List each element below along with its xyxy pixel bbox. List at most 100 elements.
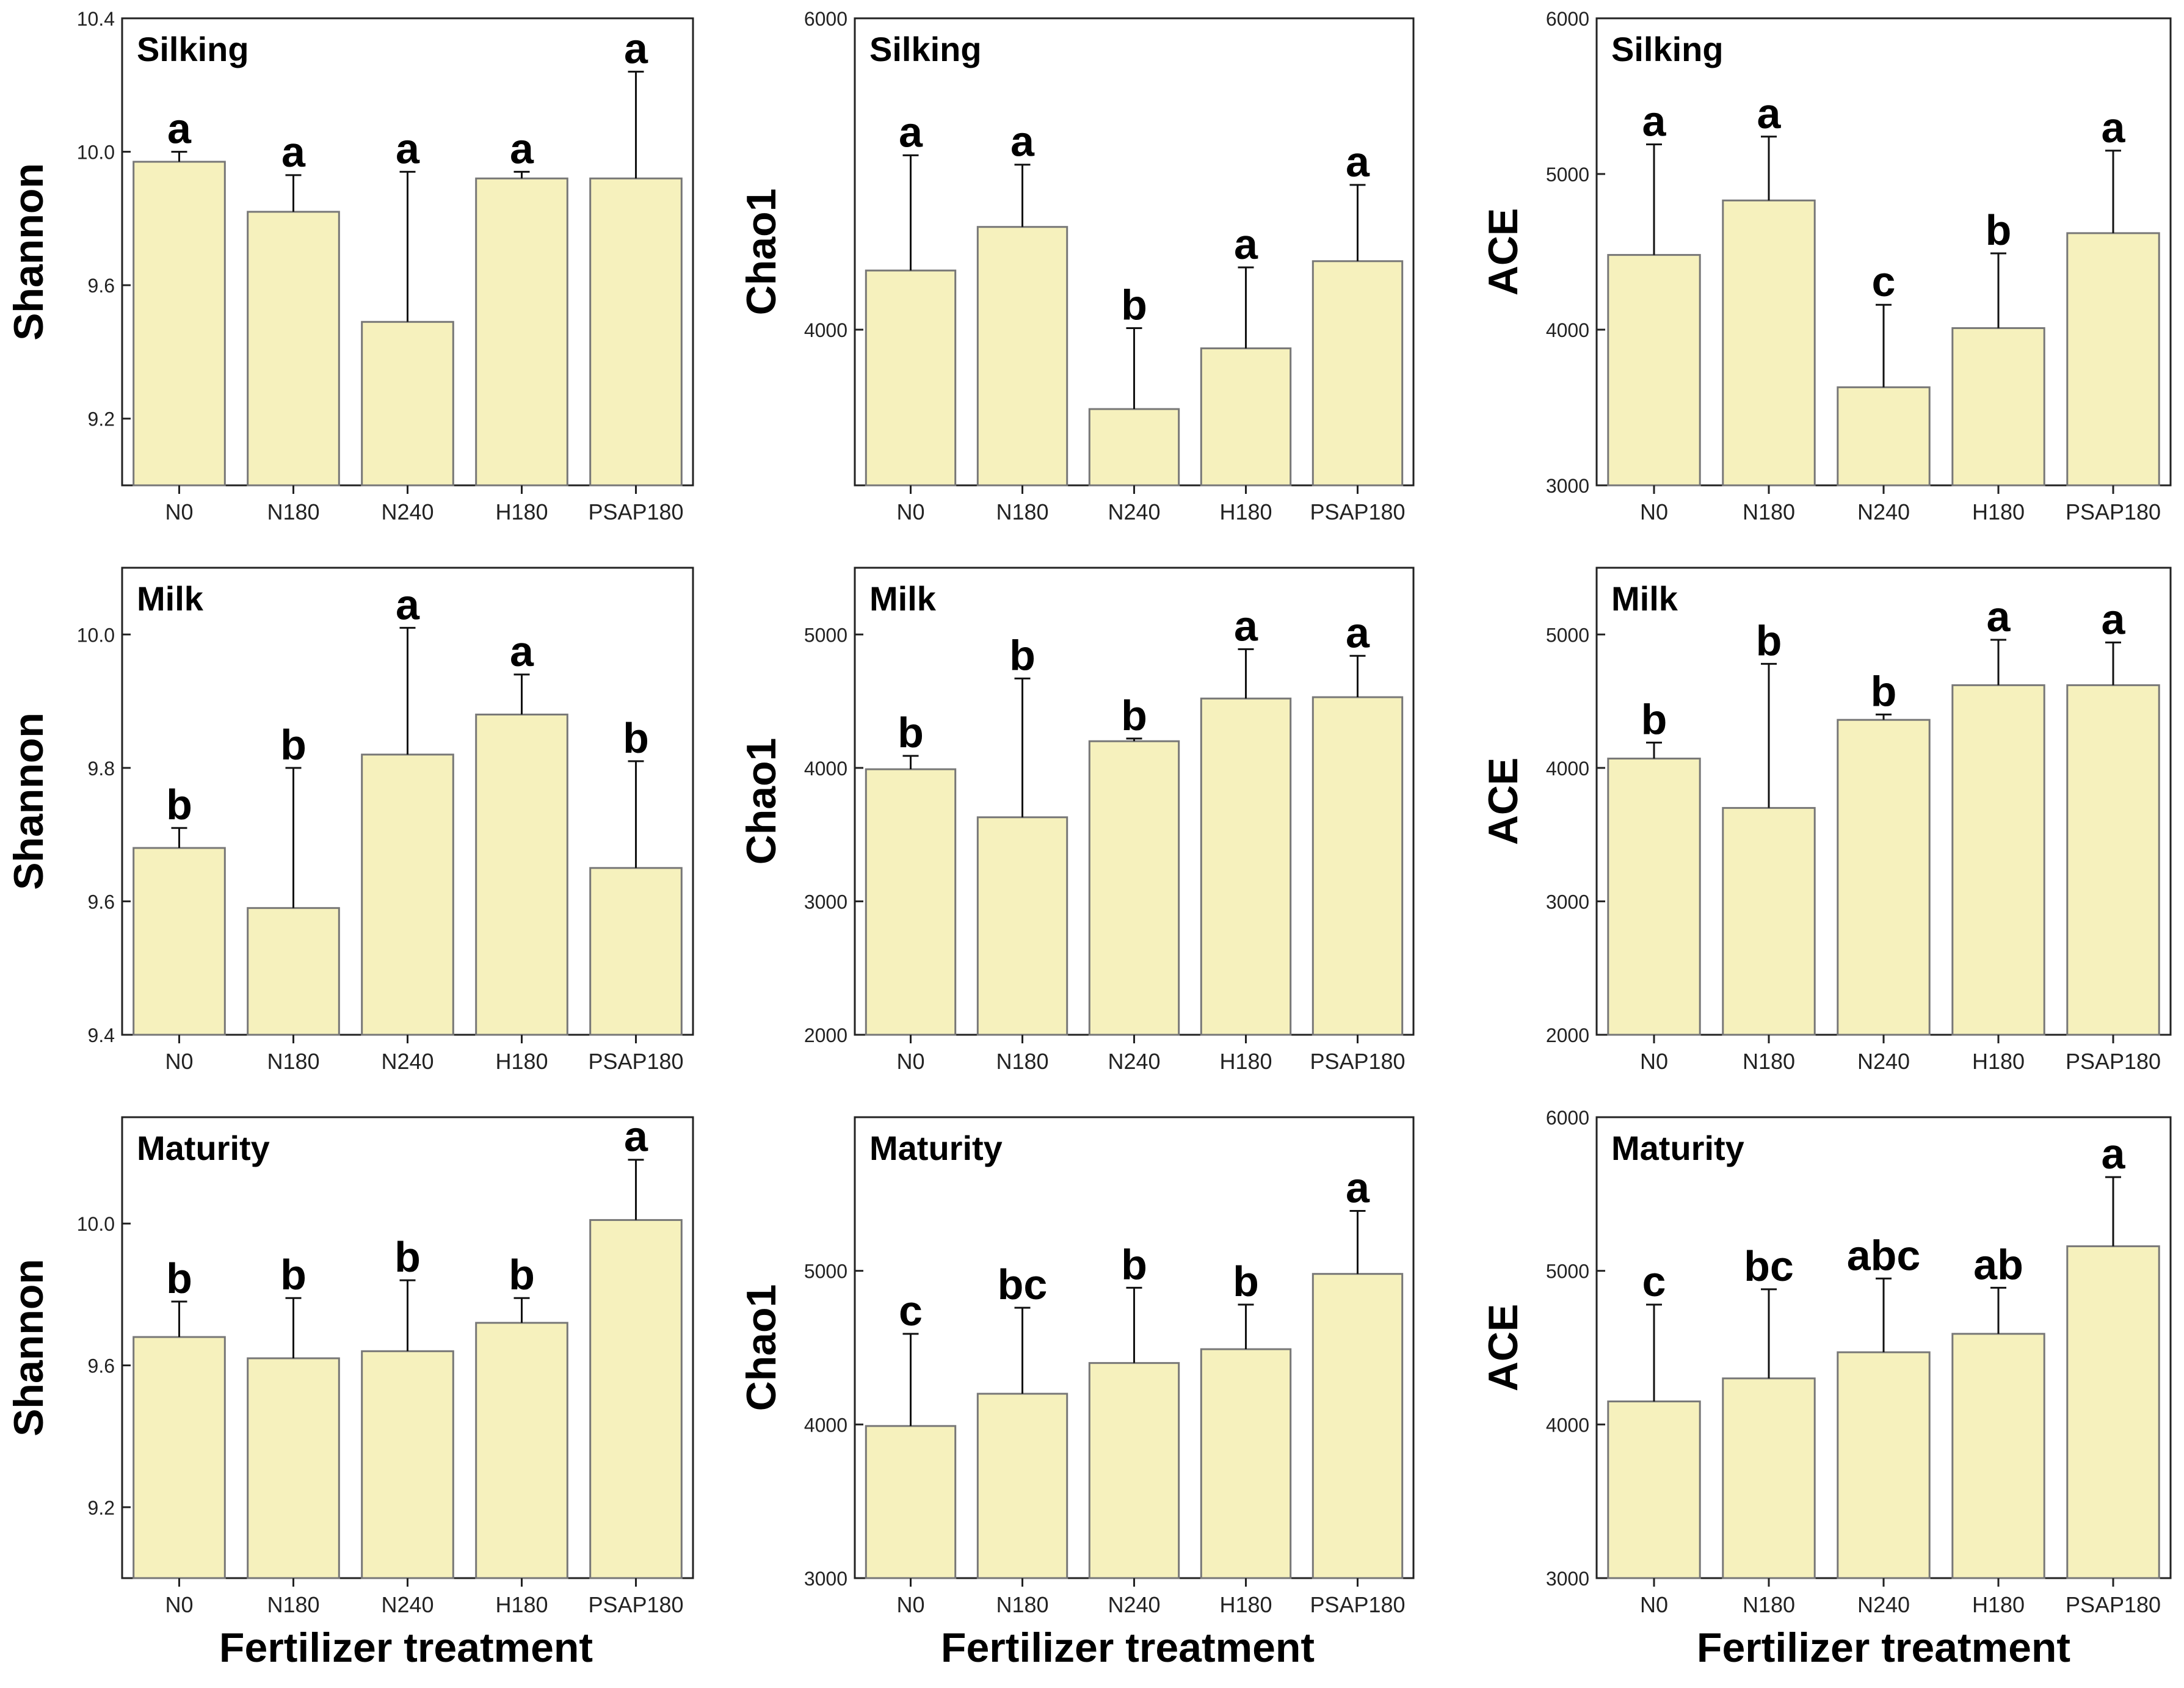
chart-2-bar: [1200, 347, 1292, 487]
chart-9-x-tick-label: H180: [1972, 1592, 2025, 1617]
chart-1-y-tick-label: 9.2: [88, 408, 115, 430]
chart-1-bar: [589, 177, 683, 487]
chart-4-y-tick-label: 9.4: [88, 1024, 115, 1046]
chart-8-significance-letter: b: [1233, 1258, 1259, 1305]
chart-9-bar: [1722, 1377, 1816, 1579]
chart-7-y-tick-label: 9.6: [88, 1355, 115, 1377]
chart-9-bar: [1951, 1333, 2045, 1579]
chart-3-significance-letter: c: [1872, 258, 1896, 305]
chart-4-x-tick-label: N180: [267, 1049, 319, 1074]
chart-7-significance-letter: b: [166, 1255, 192, 1302]
chart-5-bar: [1311, 696, 1404, 1036]
chart-1-y-tick-label: 10.0: [77, 142, 115, 164]
chart-6-x-tick-label: H180: [1972, 1049, 2025, 1074]
chart-5-bar: [976, 816, 1068, 1036]
chart-4-bar: [475, 713, 568, 1036]
chart-6-x-tick-label: N240: [1857, 1049, 1910, 1074]
chart-3-y-tick-label: 6000: [1546, 8, 1589, 30]
chart-8-x-tick-label: N0: [896, 1592, 924, 1617]
chart-8-y-tick-label: 5000: [804, 1261, 847, 1283]
chart-1-x-tick-label: H180: [495, 499, 548, 524]
chart-3-y-axis-title: ACE: [1480, 208, 1526, 296]
chart-7-x-tick-label: N0: [165, 1592, 193, 1617]
chart-9-bar: [1607, 1400, 1701, 1579]
chart-9-significance-letter: bc: [1744, 1242, 1794, 1290]
chart-1-significance-letter: a: [396, 125, 420, 172]
chart-6-bar: [1837, 719, 1931, 1036]
chart-3-y-tick-label: 5000: [1546, 164, 1589, 186]
chart-9-y-tick-label: 3000: [1546, 1568, 1589, 1590]
chart-3-significance-letter: a: [2102, 104, 2126, 151]
chart-4-y-tick-label: 10.0: [77, 624, 115, 646]
chart-7-x-tick-label: H180: [495, 1592, 548, 1617]
chart-8-bar: [1088, 1362, 1180, 1579]
chart-3-y-tick-label: 3000: [1546, 475, 1589, 497]
chart-5-y-tick-label: 5000: [804, 624, 847, 646]
chart-7-bar: [247, 1357, 340, 1579]
chart-9-y-tick-label: 4000: [1546, 1414, 1589, 1436]
chart-7-bar: [589, 1219, 683, 1579]
chart-2-x-tick-label: H180: [1219, 499, 1272, 524]
chart-7-significance-letter: a: [624, 1113, 648, 1161]
chart-3-x-tick-label: N180: [1743, 499, 1795, 524]
chart-2-bar: [976, 226, 1068, 487]
chart-3-significance-letter: a: [1642, 98, 1667, 145]
chart-7-bar: [361, 1350, 454, 1579]
chart-4-significance-letter: a: [510, 628, 534, 675]
chart-9-y-axis-title: ACE: [1480, 1304, 1526, 1392]
chart-7-y-axis-title: Shannon: [5, 1259, 52, 1436]
chart-4-y-axis-title: Shannon: [5, 712, 52, 890]
chart-6-y-tick-label: 2000: [1546, 1024, 1589, 1046]
chart-9-significance-letter: a: [2102, 1130, 2126, 1178]
chart-7-x-tick-label: N180: [267, 1592, 319, 1617]
chart-5-significance-letter: b: [1009, 631, 1036, 679]
chart-5-y-axis-title: Chao1: [738, 738, 785, 865]
chart-4-x-tick-label: N0: [165, 1049, 193, 1074]
chart-7-x-tick-label: N240: [381, 1592, 434, 1617]
chart-4-bar: [589, 867, 683, 1036]
chart-6-x-tick-label: PSAP180: [2066, 1049, 2161, 1074]
chart-2-x-tick-label: N180: [996, 499, 1048, 524]
chart-2-panel-title: Silking: [869, 30, 982, 68]
chart-6-significance-letter: a: [2102, 595, 2126, 643]
chart-3-significance-letter: b: [1986, 206, 2012, 254]
chart-2-y-tick-label: 6000: [804, 8, 847, 30]
chart-4-panel-title: Milk: [137, 579, 204, 618]
x-axis-title-left: Fertilizer treatment: [219, 1625, 593, 1671]
chart-7-y-tick-label: 9.2: [88, 1497, 115, 1519]
chart-1-bar: [361, 321, 454, 487]
chart-2-bar: [1088, 408, 1180, 487]
chart-2-bar: [865, 269, 957, 487]
chart-4-significance-letter: b: [623, 714, 649, 762]
chart-6-bar: [2066, 684, 2160, 1036]
chart-1-x-tick-label: PSAP180: [588, 499, 683, 524]
chart-9-significance-letter: c: [1642, 1258, 1666, 1305]
chart-4-bar: [132, 847, 226, 1036]
chart-6-significance-letter: b: [1756, 617, 1782, 664]
chart-9-x-tick-label: N180: [1743, 1592, 1795, 1617]
chart-1-significance-letter: a: [510, 125, 534, 172]
chart-1-significance-letter: a: [167, 105, 192, 153]
chart-2-significance-letter: a: [899, 108, 923, 156]
chart-1-y-tick-label: 9.6: [88, 275, 115, 297]
chart-8-y-tick-label: 3000: [804, 1568, 847, 1590]
chart-8-bar: [1311, 1273, 1404, 1579]
chart-6-y-axis-title: ACE: [1480, 758, 1526, 846]
chart-3-bar: [1837, 386, 1931, 487]
chart-3-bar: [1607, 254, 1701, 487]
chart-7-x-tick-label: PSAP180: [588, 1592, 683, 1617]
chart-6-x-tick-label: N0: [1640, 1049, 1668, 1074]
chart-9-x-tick-label: N0: [1640, 1592, 1668, 1617]
chart-1-bar: [475, 177, 568, 487]
chart-6-bar: [1951, 684, 2045, 1036]
chart-5-x-tick-label: N180: [996, 1049, 1048, 1074]
chart-1-bar: [247, 211, 340, 487]
chart-8-bar: [865, 1425, 957, 1579]
chart-7-panel-title: Maturity: [137, 1129, 270, 1167]
chart-8-x-tick-label: H180: [1219, 1592, 1272, 1617]
chart-7-significance-letter: b: [509, 1251, 535, 1299]
chart-8-y-tick-label: 4000: [804, 1414, 847, 1436]
chart-3-panel-title: Silking: [1611, 30, 1724, 68]
